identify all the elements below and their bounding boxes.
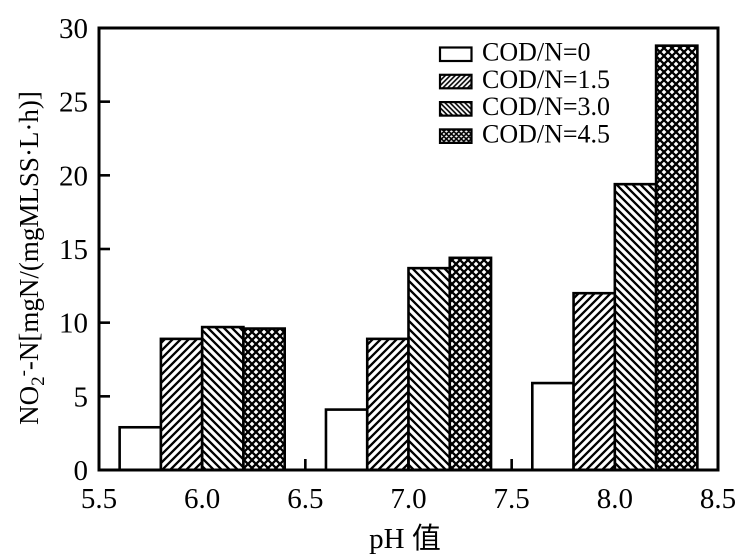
- bar: [448, 256, 493, 472]
- x-tick-label: 7.0: [390, 483, 426, 515]
- legend-swatch: [438, 100, 473, 117]
- y-axis-label-part: NO: [14, 386, 44, 425]
- y-tick-label: 15: [59, 234, 88, 266]
- x-axis-ticks: 5.5 6.0 6.5 7.0 7.5 8.0 8.5: [81, 459, 736, 515]
- bar: [530, 381, 575, 472]
- legend-item: COD/N=0: [438, 38, 591, 67]
- y-axis-ticks: 0 5 10 15 20 25 30: [59, 13, 110, 487]
- x-tick-label: 7.5: [494, 483, 530, 515]
- bar: [200, 325, 245, 472]
- legend-label: COD/N=3.0: [482, 92, 610, 121]
- legend-swatch: [438, 128, 473, 144]
- bar: [407, 266, 452, 472]
- y-axis-label-part: -N[mgN/(mgMLSS·L·h)]: [14, 91, 44, 370]
- y-axis-label: NO2--N[mgN/(mgMLSS·L·h)]: [13, 91, 49, 425]
- x-tick-label: 8.0: [597, 483, 633, 515]
- y-tick-label: 5: [74, 381, 89, 413]
- bar: [572, 291, 617, 472]
- bar: [613, 182, 658, 472]
- legend-swatch: [438, 73, 473, 90]
- bar: [654, 44, 699, 472]
- bars-layer: [118, 44, 699, 472]
- legend-label: COD/N=1.5: [482, 65, 610, 94]
- x-axis-label: pH 值: [369, 522, 441, 555]
- legend-item: COD/N=1.5: [438, 65, 610, 94]
- y-axis-label-part: 2: [28, 376, 49, 386]
- bar: [159, 337, 204, 472]
- x-tick-label: 6.5: [287, 483, 323, 515]
- y-tick-label: 20: [59, 160, 88, 192]
- legend-label: COD/N=4.5: [482, 119, 610, 148]
- y-tick-label: 30: [59, 13, 88, 45]
- x-tick-label: 6.0: [184, 483, 220, 515]
- legend-label: COD/N=0: [482, 38, 591, 67]
- y-tick-label: 25: [59, 87, 88, 119]
- legend-item: COD/N=4.5: [438, 119, 610, 148]
- bar: [242, 327, 287, 472]
- x-tick-label: 5.5: [81, 483, 117, 515]
- bar: [365, 337, 410, 472]
- y-tick-label: 0: [74, 455, 89, 487]
- legend-swatch: [438, 46, 473, 63]
- x-tick-label: 8.5: [700, 483, 736, 515]
- y-axis-label-part: -: [13, 370, 34, 376]
- legend-item: COD/N=3.0: [438, 92, 610, 121]
- bar: [324, 408, 369, 472]
- y-tick-label: 10: [59, 308, 88, 340]
- bar: [118, 425, 163, 472]
